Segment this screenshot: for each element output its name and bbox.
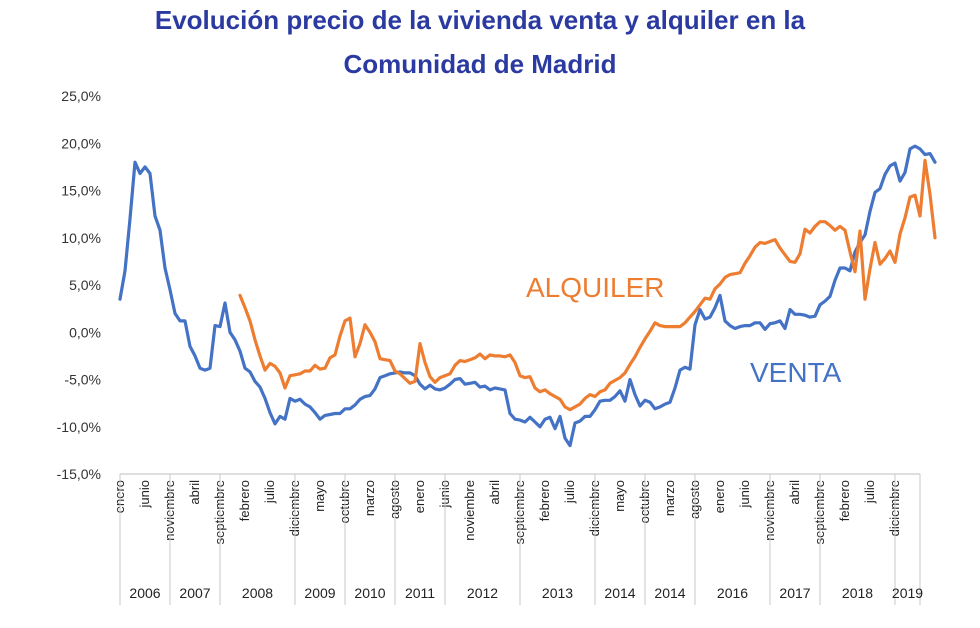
x-month-label: enero — [712, 480, 727, 513]
x-year-label: 2006 — [129, 585, 160, 601]
x-month-label: abril — [187, 480, 202, 505]
y-tick-label: 10,0% — [61, 230, 101, 246]
y-tick-label: 20,0% — [61, 135, 101, 151]
series-lines — [118, 144, 937, 448]
x-year-label: 2017 — [779, 585, 810, 601]
x-year-label: 2014 — [604, 585, 635, 601]
x-month-label: mayo — [312, 480, 327, 512]
x-year-label: 2007 — [179, 585, 210, 601]
x-month-label: abril — [787, 480, 802, 505]
x-year-label: 2014 — [654, 585, 685, 601]
x-month-label: febrero — [237, 480, 252, 521]
x-month-label: julio — [862, 480, 877, 504]
x-month-label: febrero — [537, 480, 552, 521]
x-month-label: julio — [262, 480, 277, 504]
x-month-label: julio — [562, 480, 577, 504]
series-label-venta: VENTA — [750, 357, 842, 388]
series-label-alquiler: ALQUILER — [526, 272, 665, 303]
series-labels: ALQUILER VENTA — [526, 272, 842, 388]
x-month-label: marzo — [662, 480, 677, 516]
x-month-label: marzo — [362, 480, 377, 516]
y-tick-label: 0,0% — [69, 324, 101, 340]
x-month-label: mayo — [612, 480, 627, 512]
x-year-label: 2012 — [467, 585, 498, 601]
y-tick-label: -15,0% — [57, 466, 101, 482]
x-year-label: 2011 — [405, 585, 435, 601]
series-line-venta — [118, 144, 937, 448]
y-tick-label: -10,0% — [57, 419, 101, 435]
series-line-alquiler — [238, 158, 937, 412]
x-year-label: 2018 — [842, 585, 873, 601]
x-axis: enerojunionoviembreabrilseptiembrefebrer… — [112, 473, 923, 605]
x-month-label: noviembre — [462, 480, 477, 541]
x-year-label: 2013 — [542, 585, 573, 601]
x-month-label: junio — [737, 480, 752, 508]
x-month-label: junio — [137, 480, 152, 508]
x-year-label: 2008 — [242, 585, 273, 601]
x-month-label: enero — [412, 480, 427, 513]
y-tick-label: -5,0% — [64, 372, 101, 388]
x-year-label: 2016 — [717, 585, 748, 601]
x-month-label: abril — [487, 480, 502, 505]
x-year-label: 2019 — [892, 585, 923, 601]
y-tick-label: 25,0% — [61, 88, 101, 104]
y-axis-ticks: 25,0% 20,0% 15,0% 10,0% 5,0% 0,0% -5,0% -10,0% -… — [57, 88, 101, 482]
y-tick-label: 15,0% — [61, 183, 101, 199]
y-tick-label: 5,0% — [69, 277, 101, 293]
chart-title-line-1: Evolución precio de la vivienda venta y … — [154, 5, 806, 35]
chart-title-line-2: Comunidad de Madrid — [343, 49, 617, 79]
x-month-label: febrero — [837, 480, 852, 521]
x-year-label: 2010 — [354, 585, 385, 601]
x-year-label: 2009 — [304, 585, 335, 601]
